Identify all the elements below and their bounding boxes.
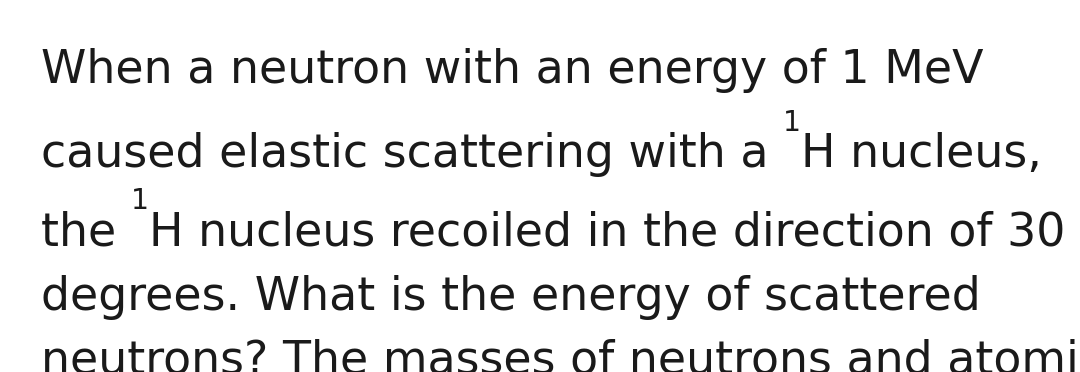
Text: the: the	[41, 210, 131, 255]
Text: 1: 1	[783, 109, 801, 137]
Text: caused elastic scattering with a: caused elastic scattering with a	[41, 132, 783, 177]
Text: 1: 1	[131, 187, 149, 215]
Text: H nucleus,: H nucleus,	[801, 132, 1042, 177]
Text: neutrons? The masses of neutrons and atomic: neutrons? The masses of neutrons and ato…	[41, 339, 1080, 372]
Text: H nucleus recoiled in the direction of 30: H nucleus recoiled in the direction of 3…	[149, 210, 1065, 255]
Text: When a neutron with an energy of 1 MeV: When a neutron with an energy of 1 MeV	[41, 48, 984, 93]
Text: degrees. What is the energy of scattered: degrees. What is the energy of scattered	[41, 275, 981, 320]
